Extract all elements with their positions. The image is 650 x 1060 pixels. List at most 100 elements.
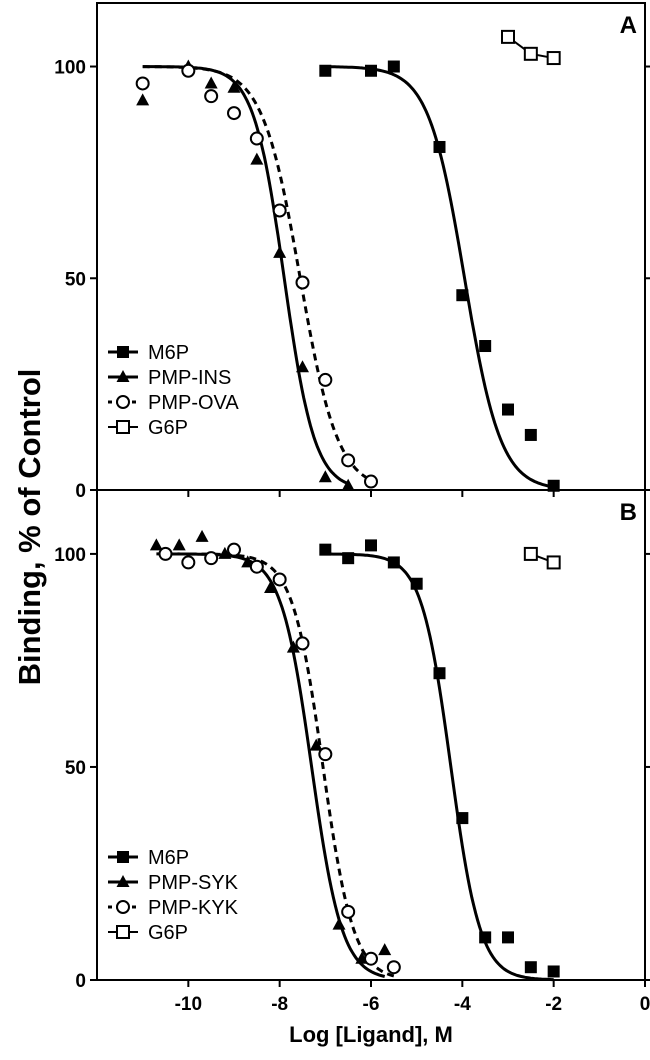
legend-marker [116,420,130,434]
data-point-pmp-ins [273,245,287,258]
data-point-pmp-syk [172,538,186,551]
panel-A: 0 50 100 A M6P PMP-INS PMP-OVA G6P [54,2,650,502]
y-axis-title: Binding, % of Control [12,368,47,686]
data-point-pmp-ova [272,203,287,218]
data-point-g6p [523,46,538,61]
legend-marker [116,925,130,939]
data-point-pmp-kyk [386,960,401,975]
data-point-m6p [524,961,537,974]
data-point-pmp-kyk [204,551,219,566]
data-point-g6p [546,555,561,570]
legend-entry: M6P [148,342,189,364]
data-point-pmp-ova [341,453,356,468]
x-tick-label: -6 [363,994,380,1015]
data-point-pmp-syk [332,917,346,930]
data-point-pmp-kyk [272,572,287,587]
data-point-m6p [547,479,560,492]
data-point-m6p [319,543,332,556]
data-point-g6p [546,51,561,66]
data-point-g6p [501,29,515,44]
y-tick-label: 100 [54,58,86,79]
data-point-pmp-ova [181,63,196,78]
panel-label: A [620,12,637,39]
fit-curve-m6p [325,65,554,489]
panel-label: B [620,499,637,526]
data-point-pmp-kyk [341,904,356,919]
data-point-m6p [433,667,446,680]
y-tick-label: 50 [65,758,86,779]
data-point-pmp-kyk [295,636,310,651]
data-point-m6p [502,403,514,416]
data-point-m6p [319,64,332,77]
panel-B: 0 50 100 -10 -8 -6 -4 -2 0 B M6P PMP-SYK PMP-KYK G6P [54,489,650,1015]
data-point-pmp-ova [249,131,264,146]
data-point-g6p [523,546,538,561]
y-tick-label: 50 [65,269,86,290]
data-point-pmp-syk [149,538,163,551]
data-point-m6p [342,552,355,565]
data-point-m6p [387,60,400,73]
legend-entry: G6P [148,922,188,944]
fit-curve-pmp-ova [142,65,372,482]
legend-entry: PMP-INS [148,367,231,389]
x-tick-label: -4 [454,994,471,1015]
data-point-m6p [524,428,537,441]
data-point-m6p [502,931,514,944]
data-point-m6p [433,140,446,153]
data-point-pmp-ins [227,80,241,93]
y-tick-label: 0 [75,481,86,502]
data-point-pmp-syk [286,640,300,653]
fit-curve-m6p [325,552,554,982]
data-point-pmp-ins [250,152,264,165]
fit-curve-pmp-ins [142,65,349,486]
legend-marker [116,395,130,409]
x-tick-label: 0 [640,994,650,1015]
data-point-pmp-ova [364,474,378,489]
data-point-pmp-ova [318,372,333,387]
data-point-pmp-kyk [318,747,333,762]
legend-marker [117,346,129,358]
x-tick-label: -10 [175,994,202,1015]
legend-entry: PMP-KYK [148,897,239,919]
data-point-pmp-ins [204,76,218,89]
data-point-pmp-ins [136,93,150,106]
data-point-pmp-syk [378,943,392,956]
data-point-m6p [387,556,400,569]
data-point-m6p [547,965,560,978]
legend-marker [116,900,130,914]
data-point-pmp-ova [227,106,241,121]
data-point-pmp-kyk [249,559,264,574]
legend-entry: M6P [148,847,189,869]
data-point-m6p [456,289,469,302]
data-point-pmp-kyk [158,546,173,561]
legend-entry: PMP-OVA [148,392,239,414]
legend-entry: PMP-SYK [148,872,239,894]
data-point-pmp-ova [204,89,219,104]
x-axis-title: Log [Ligand], M [289,1022,453,1047]
data-point-pmp-ins [318,470,332,483]
data-point-pmp-ova [295,275,310,290]
data-point-pmp-kyk [227,542,241,557]
data-point-pmp-syk [309,738,323,751]
x-tick-label: -2 [545,994,562,1015]
data-point-m6p [479,931,492,944]
data-point-pmp-syk [195,529,209,542]
x-tick-label: -8 [271,994,288,1015]
data-point-m6p [479,340,492,353]
data-point-pmp-kyk [364,951,378,966]
y-tick-label: 100 [54,545,86,566]
y-tick-label: 0 [75,971,86,992]
data-point-pmp-kyk [181,555,196,570]
data-point-pmp-syk [264,581,278,593]
data-point-pmp-syk [218,546,232,559]
data-point-m6p [365,64,377,77]
data-point-m6p [456,812,469,825]
y-axis-title-wrap: Binding, % of Control [0,0,60,1055]
data-point-m6p [410,577,423,590]
legend-marker [116,370,130,382]
data-point-pmp-ins [296,360,309,373]
data-point-pmp-ova [135,76,150,91]
data-point-pmp-ins [341,478,355,491]
